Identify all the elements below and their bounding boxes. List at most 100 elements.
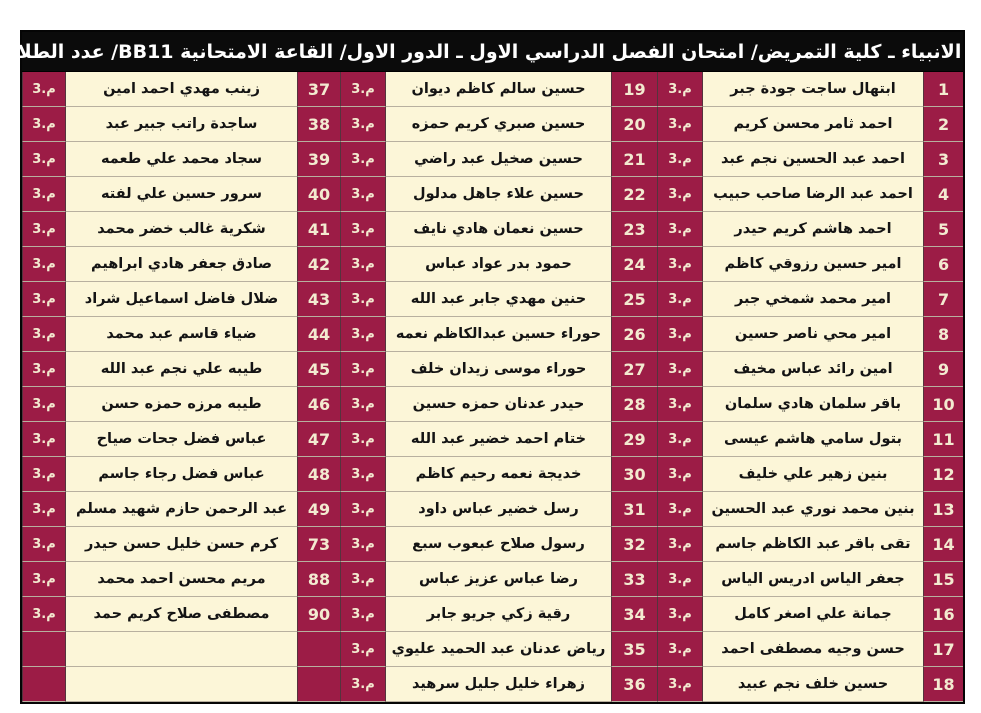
stage-label: م.3: [22, 527, 65, 562]
student-number: 12: [923, 457, 963, 492]
student-name: طيبه مرزه حمزه حسن: [65, 387, 297, 422]
student-name: حسين نعمان هادي نايف: [385, 212, 611, 247]
student-name: امير محمد شمخي جبر: [702, 282, 923, 317]
student-number: 42: [297, 247, 340, 282]
student-number: 19: [611, 72, 657, 107]
student-name: حسين سالم كاظم ديوان: [385, 72, 611, 107]
student-name: خديجة نعمه رحيم كاظم: [385, 457, 611, 492]
stage-label: م.3: [340, 492, 385, 527]
student-name: مريم محسن احمد محمد: [65, 562, 297, 597]
student-number: 28: [611, 387, 657, 422]
student-number: 24: [611, 247, 657, 282]
student-name: [65, 632, 297, 667]
student-name: تقى باقر عبد الكاظم جاسم: [702, 527, 923, 562]
student-name: ساجدة راتب جبير عبد: [65, 107, 297, 142]
student-number: 30: [611, 457, 657, 492]
student-name: حوراء حسين عبدالكاظم نعمه: [385, 317, 611, 352]
stage-label: م.3: [22, 387, 65, 422]
student-number: 38: [297, 107, 340, 142]
student-name: رقية زكي جريو جابر: [385, 597, 611, 632]
student-number: 88: [297, 562, 340, 597]
stage-label: م.3: [340, 317, 385, 352]
student-number: 43: [297, 282, 340, 317]
stage-label: م.3: [657, 177, 702, 212]
stage-label: م.3: [340, 387, 385, 422]
student-number: 27: [611, 352, 657, 387]
student-number: 46: [297, 387, 340, 422]
student-name: حسين صبري كريم حمزه: [385, 107, 611, 142]
student-number: 48: [297, 457, 340, 492]
student-number: 25: [611, 282, 657, 317]
student-number: 18: [923, 667, 963, 702]
student-name: عبد الرحمن حازم شهيد مسلم: [65, 492, 297, 527]
stage-label: م.3: [657, 492, 702, 527]
stage-label: م.3: [340, 667, 385, 702]
student-name: احمد هاشم كريم حيدر: [702, 212, 923, 247]
student-name: شكرية غالب خضر محمد: [65, 212, 297, 247]
stage-label: م.3: [22, 457, 65, 492]
student-number: 49: [297, 492, 340, 527]
student-name: جعفر الياس ادريس الياس: [702, 562, 923, 597]
student-number: 10: [923, 387, 963, 422]
stage-label: م.3: [22, 492, 65, 527]
stage-label: م.3: [22, 352, 65, 387]
student-number: 9: [923, 352, 963, 387]
student-name: احمد ثامر محسن كريم: [702, 107, 923, 142]
student-name: رضا عباس عزيز عباس: [385, 562, 611, 597]
stage-label: م.3: [340, 422, 385, 457]
student-name: حيدر عدنان حمزه حسين: [385, 387, 611, 422]
student-number: 20: [611, 107, 657, 142]
student-number: 35: [611, 632, 657, 667]
student-number: 23: [611, 212, 657, 247]
student-number: 37: [297, 72, 340, 107]
student-name: ختام احمد خضير عبد الله: [385, 422, 611, 457]
stage-label: م.3: [657, 632, 702, 667]
stage-label: م.3: [657, 107, 702, 142]
student-name: امير محي ناصر حسين: [702, 317, 923, 352]
student-name: حسين صخيل عبد راضي: [385, 142, 611, 177]
student-number: 40: [297, 177, 340, 212]
stage-label: م.3: [22, 597, 65, 632]
student-name: طيبه علي نجم عبد الله: [65, 352, 297, 387]
student-number: 2: [923, 107, 963, 142]
student-number: 8: [923, 317, 963, 352]
student-number: 15: [923, 562, 963, 597]
student-name: بنين محمد نوري عبد الحسين: [702, 492, 923, 527]
student-name: سجاد محمد علي طعمه: [65, 142, 297, 177]
student-name: [65, 667, 297, 702]
student-name: رسول صلاح عبعوب سبع: [385, 527, 611, 562]
student-number: 44: [297, 317, 340, 352]
student-name: ضلال فاضل اسماعيل شراد: [65, 282, 297, 317]
student-name: بنين زهير علي خليف: [702, 457, 923, 492]
student-name: بتول سامي هاشم عيسى: [702, 422, 923, 457]
page-title: جامعة وارث الانبياء ـ كلية التمريض/ امتح…: [0, 32, 981, 72]
stage-label: م.3: [340, 247, 385, 282]
student-number: 33: [611, 562, 657, 597]
stage-label: م.3: [22, 212, 65, 247]
stage-label: م.3: [22, 72, 65, 107]
student-name: رياض عدنان عبد الحميد عليوي: [385, 632, 611, 667]
student-name: جمانة علي اصغر كامل: [702, 597, 923, 632]
stage-label: م.3: [22, 317, 65, 352]
student-name: عباس فضل جحات صياح: [65, 422, 297, 457]
stage-label: م.3: [657, 317, 702, 352]
student-name: حوراء موسى زيدان خلف: [385, 352, 611, 387]
student-number: 34: [611, 597, 657, 632]
student-name: حنين مهدي جابر عبد الله: [385, 282, 611, 317]
student-name: باقر سلمان هادي سلمان: [702, 387, 923, 422]
stage-label: م.3: [340, 562, 385, 597]
student-name: كرم حسن خليل حسن حيدر: [65, 527, 297, 562]
student-number: 26: [611, 317, 657, 352]
student-number: 47: [297, 422, 340, 457]
student-number: 39: [297, 142, 340, 177]
student-name: امير حسين رزوقي كاظم: [702, 247, 923, 282]
student-name: حسين خلف نجم عبيد: [702, 667, 923, 702]
student-number: 73: [297, 527, 340, 562]
student-name: امين رائد عباس مخيف: [702, 352, 923, 387]
stage-label: [22, 667, 65, 702]
stage-label: م.3: [340, 177, 385, 212]
stage-label: م.3: [657, 667, 702, 702]
student-number: 32: [611, 527, 657, 562]
student-number: 16: [923, 597, 963, 632]
student-name: سرور حسين علي لفته: [65, 177, 297, 212]
